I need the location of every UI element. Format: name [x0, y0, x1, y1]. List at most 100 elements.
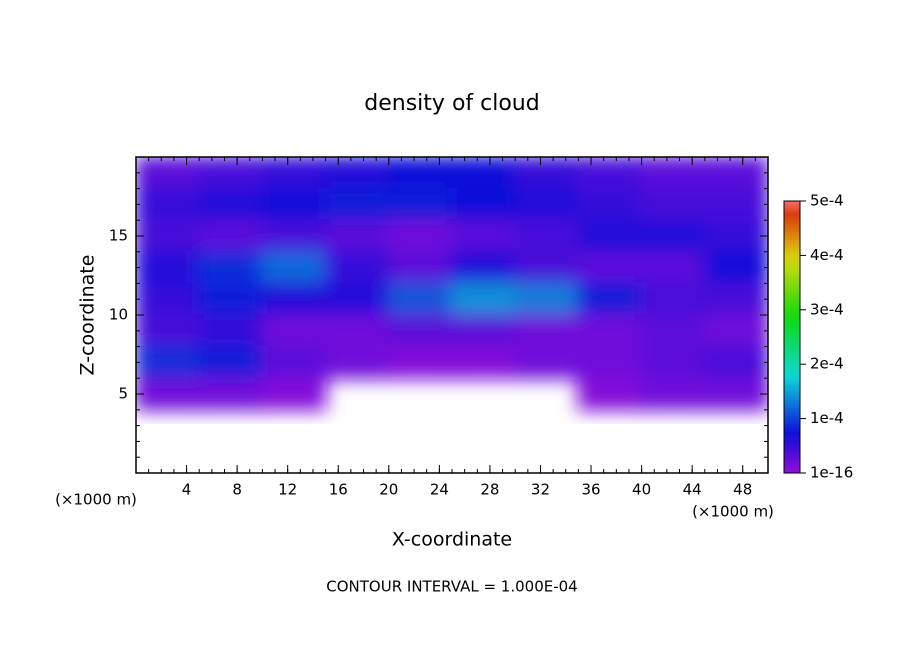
x-tick-label: 28 — [480, 481, 499, 499]
field-cell — [514, 157, 580, 190]
field-cell — [640, 314, 706, 348]
colorbar-tick-label: 1e-4 — [810, 409, 844, 427]
field-cell — [261, 157, 327, 190]
field-cell — [136, 250, 201, 285]
field-cell — [703, 314, 768, 348]
field-cell — [136, 219, 201, 253]
field-cell — [514, 282, 580, 316]
field-cell — [451, 157, 517, 190]
field-cell — [324, 219, 390, 253]
field-cell — [640, 345, 706, 380]
field-cell — [261, 345, 327, 380]
x-tick-label: 40 — [632, 481, 651, 499]
x-tick-label: 36 — [581, 481, 600, 499]
y-unit: (×1000 m) — [55, 491, 137, 509]
field-cell — [514, 345, 580, 380]
field-cell — [198, 219, 264, 253]
field-cell — [324, 314, 390, 348]
field-cell — [198, 282, 264, 316]
colorbar-tick-label: 3e-4 — [810, 300, 844, 318]
field-cell — [261, 377, 327, 411]
field-cell — [324, 250, 390, 285]
field-cell — [387, 157, 453, 190]
field-cell — [198, 314, 264, 348]
x-tick-label: 44 — [683, 481, 702, 499]
chart-title: density of cloud — [364, 91, 539, 116]
field-cell — [387, 219, 453, 253]
field-cell — [387, 345, 453, 380]
x-tick-label: 4 — [182, 481, 192, 499]
field-cell — [577, 345, 643, 380]
field-cell — [514, 250, 580, 285]
x-tick-label: 32 — [531, 481, 550, 499]
field-cell — [136, 282, 201, 316]
field-cell — [577, 187, 643, 222]
field-cell — [136, 314, 201, 348]
field-cell — [640, 282, 706, 316]
field-cell — [451, 314, 517, 348]
field-cell — [577, 314, 643, 348]
field-cell — [136, 157, 201, 190]
field-cell — [324, 157, 390, 190]
field-cell — [703, 219, 768, 253]
cells — [136, 157, 768, 411]
field-cell — [451, 282, 517, 316]
field-cell — [577, 377, 643, 411]
field-cell — [324, 345, 390, 380]
field-cell — [640, 219, 706, 253]
colorbar-tick-label: 2e-4 — [810, 355, 844, 373]
x-tick-label: 8 — [232, 481, 242, 499]
field-cell — [703, 250, 768, 285]
field-cell — [198, 187, 264, 222]
field-cell — [136, 187, 201, 222]
y-tick-label: 5 — [118, 385, 128, 403]
field-cell — [514, 219, 580, 253]
field-cell — [198, 345, 264, 380]
field-cell — [324, 282, 390, 316]
field-cell — [703, 157, 768, 190]
x-axis-label: X-coordinate — [392, 529, 512, 551]
field-cell — [451, 219, 517, 253]
field-cell — [261, 187, 327, 222]
field-cell — [387, 250, 453, 285]
colorbar-tick-label: 4e-4 — [810, 246, 844, 264]
field-cell — [577, 157, 643, 190]
y-axis-label: Z-coordinate — [77, 255, 99, 376]
field-cell — [387, 314, 453, 348]
x-tick-label: 24 — [430, 481, 449, 499]
field-cell — [703, 377, 768, 411]
field-cell — [198, 377, 264, 411]
field-cell — [514, 314, 580, 348]
footer: CONTOUR INTERVAL = 1.000E-04 — [326, 578, 577, 596]
field-cell — [640, 187, 706, 222]
field-cell — [261, 282, 327, 316]
field-cell — [640, 250, 706, 285]
x-tick-label: 20 — [379, 481, 398, 499]
colorbar-tick-label: 1e-16 — [810, 464, 853, 482]
y-tick-label: 15 — [109, 227, 128, 245]
field-cell — [387, 282, 453, 316]
field-cell — [451, 250, 517, 285]
field-cell — [577, 250, 643, 285]
field-cell — [198, 250, 264, 285]
field-cell — [640, 157, 706, 190]
field-cell — [451, 345, 517, 380]
x-tick-label: 48 — [733, 481, 752, 499]
colorbar-tick-label: 5e-4 — [810, 192, 844, 210]
field-cell — [198, 157, 264, 190]
field-cell — [261, 314, 327, 348]
y-tick-label: 10 — [109, 306, 128, 324]
x-unit: (×1000 m) — [692, 503, 774, 521]
field-cell — [703, 282, 768, 316]
field-cell — [577, 219, 643, 253]
field-cell — [387, 187, 453, 222]
field — [136, 157, 768, 411]
field-cell — [640, 377, 706, 411]
field-cell — [324, 187, 390, 222]
field-cell — [136, 345, 201, 380]
field-cell — [451, 187, 517, 222]
field-cell — [703, 345, 768, 380]
x-tick-label: 12 — [278, 481, 297, 499]
field-cell — [577, 282, 643, 316]
